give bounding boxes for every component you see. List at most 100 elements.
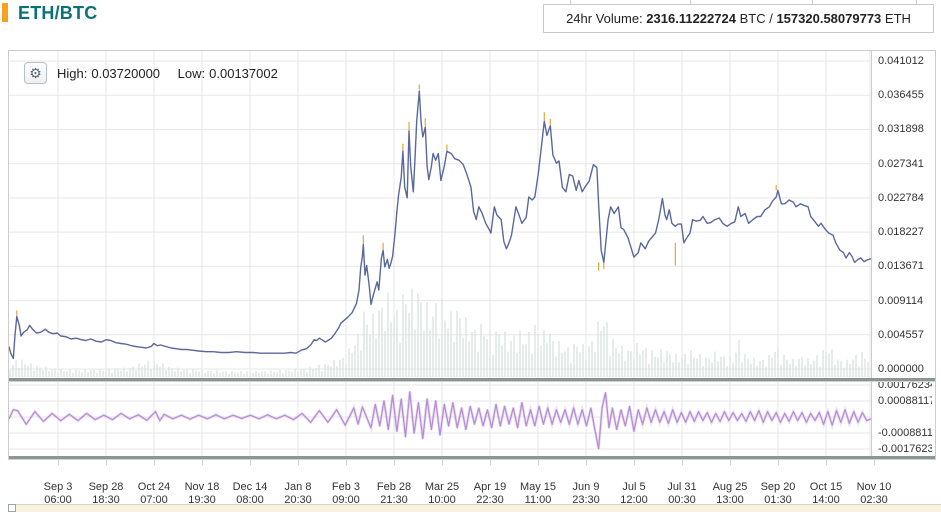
- x-tick-date: Feb 3: [331, 481, 361, 493]
- price-chart-canvas[interactable]: [9, 51, 871, 378]
- volume-summary: 24hr Volume: 2316.11222724 BTC / 157320.…: [543, 4, 934, 33]
- price-axis-label: 0.027341: [878, 157, 924, 170]
- x-tick-mark: [634, 460, 635, 465]
- price-axis-label: 0.022784: [878, 191, 924, 204]
- price-grid: [9, 51, 871, 378]
- pair-title: ETH/BTC: [18, 3, 98, 23]
- x-tick-label: Jul 5 12:00: [610, 481, 658, 507]
- x-tick-time: 22:30: [476, 493, 504, 506]
- x-tick-mark: [154, 460, 155, 465]
- x-tick-mark: [586, 460, 587, 465]
- x-tick-mark: [538, 460, 539, 465]
- x-tick-time: 09:00: [332, 493, 360, 506]
- x-tick-label: Sep 20 01:30: [754, 481, 802, 507]
- price-axis-label: 0.018227: [878, 226, 924, 239]
- x-tick-time: 06:00: [44, 493, 72, 506]
- x-tick-date: Sep 20: [760, 481, 796, 493]
- x-tick-time: 10:00: [428, 493, 456, 506]
- low-value: 0.00137002: [209, 66, 278, 81]
- x-tick-time: 21:30: [380, 493, 408, 506]
- x-tick-time: 02:30: [860, 493, 888, 506]
- x-tick-date: Jan 8: [284, 481, 312, 493]
- table-column-border: [570, 0, 571, 4]
- x-tick-mark: [730, 460, 731, 465]
- x-tick-mark: [298, 460, 299, 465]
- high-value: 0.03720000: [91, 66, 161, 81]
- x-tick-date: Jul 5: [622, 481, 646, 493]
- oscillator-axis-label: -0.00088117: [878, 427, 932, 439]
- price-wicks: [16, 84, 777, 316]
- x-tick-mark: [250, 460, 251, 465]
- x-tick-label: Apr 19 22:30: [466, 481, 514, 507]
- price-axis: 0.041012 0.036455 0.031898 0.027341 0.022784…: [872, 51, 935, 378]
- navigator-track[interactable]: [8, 504, 941, 512]
- volume-eth-amount: 157320.58079773: [776, 11, 882, 26]
- x-tick-date: Nov 10: [856, 481, 892, 493]
- volume-btc-amount: 2316.11222724: [646, 11, 736, 26]
- x-tick-label: Dec 14 08:00: [226, 481, 274, 507]
- x-tick-label: May 15 11:00: [514, 481, 562, 507]
- x-tick-time: 19:30: [188, 493, 216, 506]
- price-axis-label: 0.000000: [878, 363, 924, 375]
- oscillator-halo: [9, 391, 871, 450]
- x-tick-time: 08:00: [236, 493, 264, 506]
- x-tick-date: Aug 25: [712, 481, 748, 493]
- x-tick-date: Oct 15: [809, 481, 843, 493]
- price-axis-label: 0.036455: [878, 89, 924, 102]
- oscillator-pane-svg: [9, 382, 871, 456]
- x-tick-date: Dec 14: [232, 481, 268, 493]
- chart-settings-button[interactable]: ⚙: [24, 62, 47, 84]
- x-tick-date: Oct 24: [137, 481, 171, 493]
- x-tick-label: Mar 25 10:00: [418, 481, 466, 507]
- table-column-border: [812, 0, 813, 4]
- x-tick-date: Apr 19: [473, 481, 507, 493]
- x-tick-mark: [778, 460, 779, 465]
- navigator-handle[interactable]: [8, 504, 16, 512]
- x-tick-label: Feb 28 21:30: [370, 481, 418, 507]
- volume-bars: [9, 288, 869, 377]
- x-tick-label: Jan 8 20:30: [274, 481, 322, 507]
- volume-label: 24hr Volume:: [566, 11, 643, 26]
- x-tick-date: Sep 3: [43, 481, 73, 493]
- axis-divider: [871, 51, 872, 459]
- price-axis-label: 0.009114: [878, 294, 924, 307]
- x-tick-mark: [874, 460, 875, 465]
- x-tick-date: Nov 18: [184, 481, 220, 493]
- x-tick-mark: [826, 460, 827, 465]
- x-tick-date: Jun 9: [572, 481, 600, 493]
- x-tick-time: 01:30: [764, 493, 792, 506]
- price-axis-label: 0.004557: [878, 328, 924, 341]
- x-tick-time: 23:30: [572, 493, 600, 506]
- price-pane-svg: [9, 51, 871, 378]
- chart-card: 0.041012 0.036455 0.031898 0.027341 0.022784…: [8, 50, 936, 460]
- high-low-readout: High: 0.03720000 Low: 0.00137002: [57, 66, 278, 81]
- x-tick-label: Nov 18 19:30: [178, 481, 226, 507]
- oscillator-line: [9, 390, 871, 450]
- x-tick-date: Sep 28: [88, 481, 124, 493]
- table-column-border: [916, 0, 917, 4]
- x-tick-label: Jun 9 23:30: [562, 481, 610, 507]
- x-tick-label: Sep 3 06:00: [34, 481, 82, 507]
- x-tick-date: Feb 28: [376, 481, 412, 493]
- x-tick-date: Mar 25: [424, 481, 460, 493]
- x-tick-time: 13:00: [716, 493, 744, 506]
- x-tick-label: Sep 28 18:30: [82, 481, 130, 507]
- x-tick-label: Jul 31 00:30: [658, 481, 706, 507]
- low-label: Low:: [177, 66, 206, 81]
- pane-separator: [9, 456, 935, 459]
- x-tick-mark: [490, 460, 491, 465]
- x-tick-label: Feb 3 09:00: [322, 481, 370, 507]
- oscillator-axis: 0.00176234 0.00088117 -0.00088117 -0.001762…: [872, 382, 932, 456]
- x-tick-label: Aug 25 13:00: [706, 481, 754, 507]
- x-tick-label: Oct 15 14:00: [802, 481, 850, 507]
- volume-separator: /: [769, 11, 773, 26]
- oscillator-axis-label: 0.00088117: [878, 395, 932, 407]
- x-tick-time: 07:00: [140, 493, 168, 506]
- pane-separator: [9, 378, 935, 381]
- price-axis-label: 0.013671: [878, 260, 924, 273]
- oscillator-chart-canvas[interactable]: [9, 382, 871, 456]
- x-tick-time: 11:00: [524, 493, 552, 506]
- x-tick-mark: [202, 460, 203, 465]
- price-line: [9, 90, 871, 360]
